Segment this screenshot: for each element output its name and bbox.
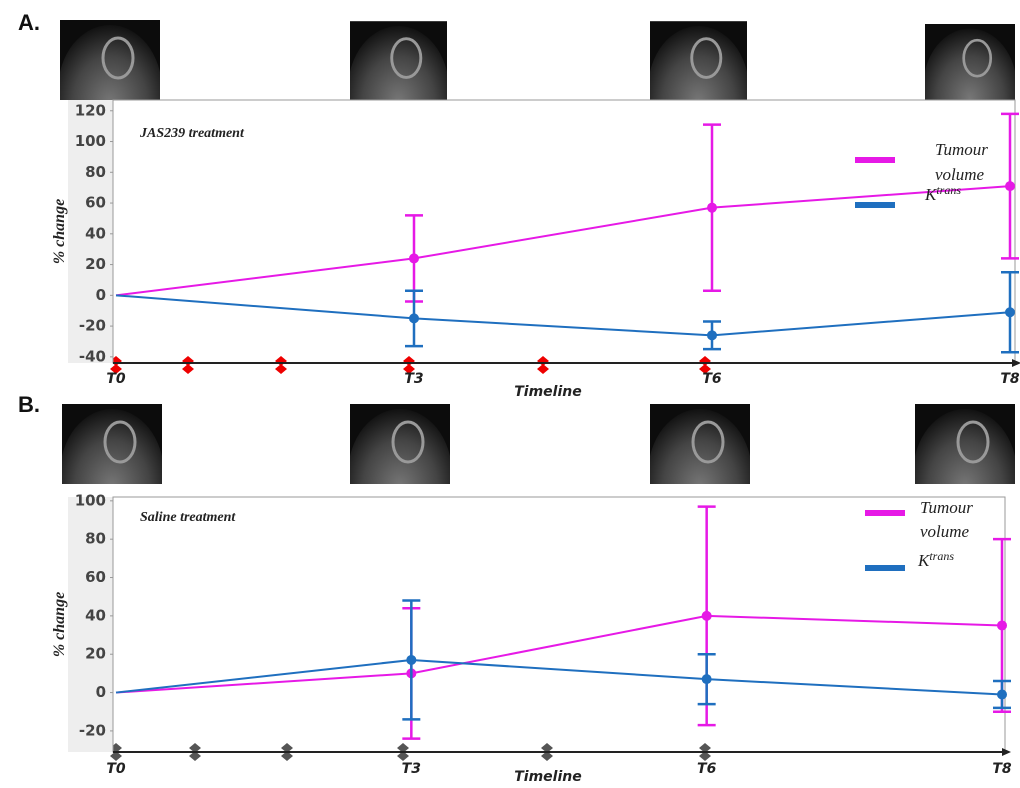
x-axis-label: Timeline <box>514 769 582 785</box>
y-tick-label: -20 <box>79 317 106 335</box>
data-point <box>997 689 1007 699</box>
y-tick-label: 60 <box>85 568 106 586</box>
x-tick-label: T8 <box>1000 371 1020 387</box>
y-tick-label: -40 <box>79 347 106 365</box>
x-tick-label: T3 <box>404 371 423 387</box>
data-point <box>1005 181 1015 191</box>
data-point <box>707 203 717 213</box>
series <box>116 601 1011 720</box>
y-axis-label: % change <box>51 199 68 264</box>
legend-label: Ktrans <box>924 183 961 204</box>
series <box>116 272 1019 352</box>
y-tick-label: 20 <box>85 645 106 663</box>
legend-label: Ktrans <box>917 549 954 570</box>
data-point <box>997 620 1007 630</box>
data-point <box>702 674 712 684</box>
y-tick-label: 120 <box>75 101 106 119</box>
mri-thumbnails <box>58 20 1017 539</box>
data-point <box>707 330 717 340</box>
data-point <box>406 655 416 665</box>
y-tick-label: 40 <box>85 606 106 624</box>
panel-label: A. <box>18 10 40 35</box>
x-axis-label: Timeline <box>514 384 582 400</box>
x-axis-arrow <box>1012 359 1020 367</box>
figure: A. JAS239 treatment % change Timeline -40 -20… <box>0 0 1020 788</box>
y-tick-label: 20 <box>85 255 106 273</box>
y-tick-label: -20 <box>79 721 106 739</box>
series-line <box>116 295 1010 335</box>
y-tick-label: 60 <box>85 194 106 212</box>
x-tick-label: T0 <box>106 371 126 387</box>
chart-annotation: JAS239 treatment <box>139 126 245 141</box>
legend-label: Tumour volume <box>935 140 992 184</box>
y-tick-label: 100 <box>75 491 106 509</box>
plot-frame <box>113 497 1005 752</box>
y-tick-label: 100 <box>75 132 106 150</box>
y-tick-label: 0 <box>96 286 106 304</box>
y-tick-label: 80 <box>85 163 106 181</box>
y-tick-label: 0 <box>96 683 106 701</box>
panel-label: B. <box>18 392 40 417</box>
data-point <box>409 253 419 263</box>
y-tick-label: 80 <box>85 530 106 548</box>
chart-annotation: Saline treatment <box>140 510 236 525</box>
x-tick-label: T0 <box>106 761 126 777</box>
data-point <box>409 313 419 323</box>
x-axis-arrow <box>1002 748 1011 756</box>
x-tick-label: T8 <box>992 761 1012 777</box>
series <box>116 507 1011 739</box>
series-line <box>116 660 1002 695</box>
x-tick-label: T6 <box>702 371 722 387</box>
legend-label: Tumour volume <box>920 498 977 541</box>
y-axis-label: % change <box>51 592 68 657</box>
x-tick-label: T6 <box>697 761 717 777</box>
data-point <box>702 611 712 621</box>
y-tick-label: 40 <box>85 224 106 242</box>
series-line <box>116 616 1002 693</box>
plot-frame <box>113 100 1015 363</box>
x-tick-label: T3 <box>402 761 421 777</box>
data-point <box>1005 307 1015 317</box>
